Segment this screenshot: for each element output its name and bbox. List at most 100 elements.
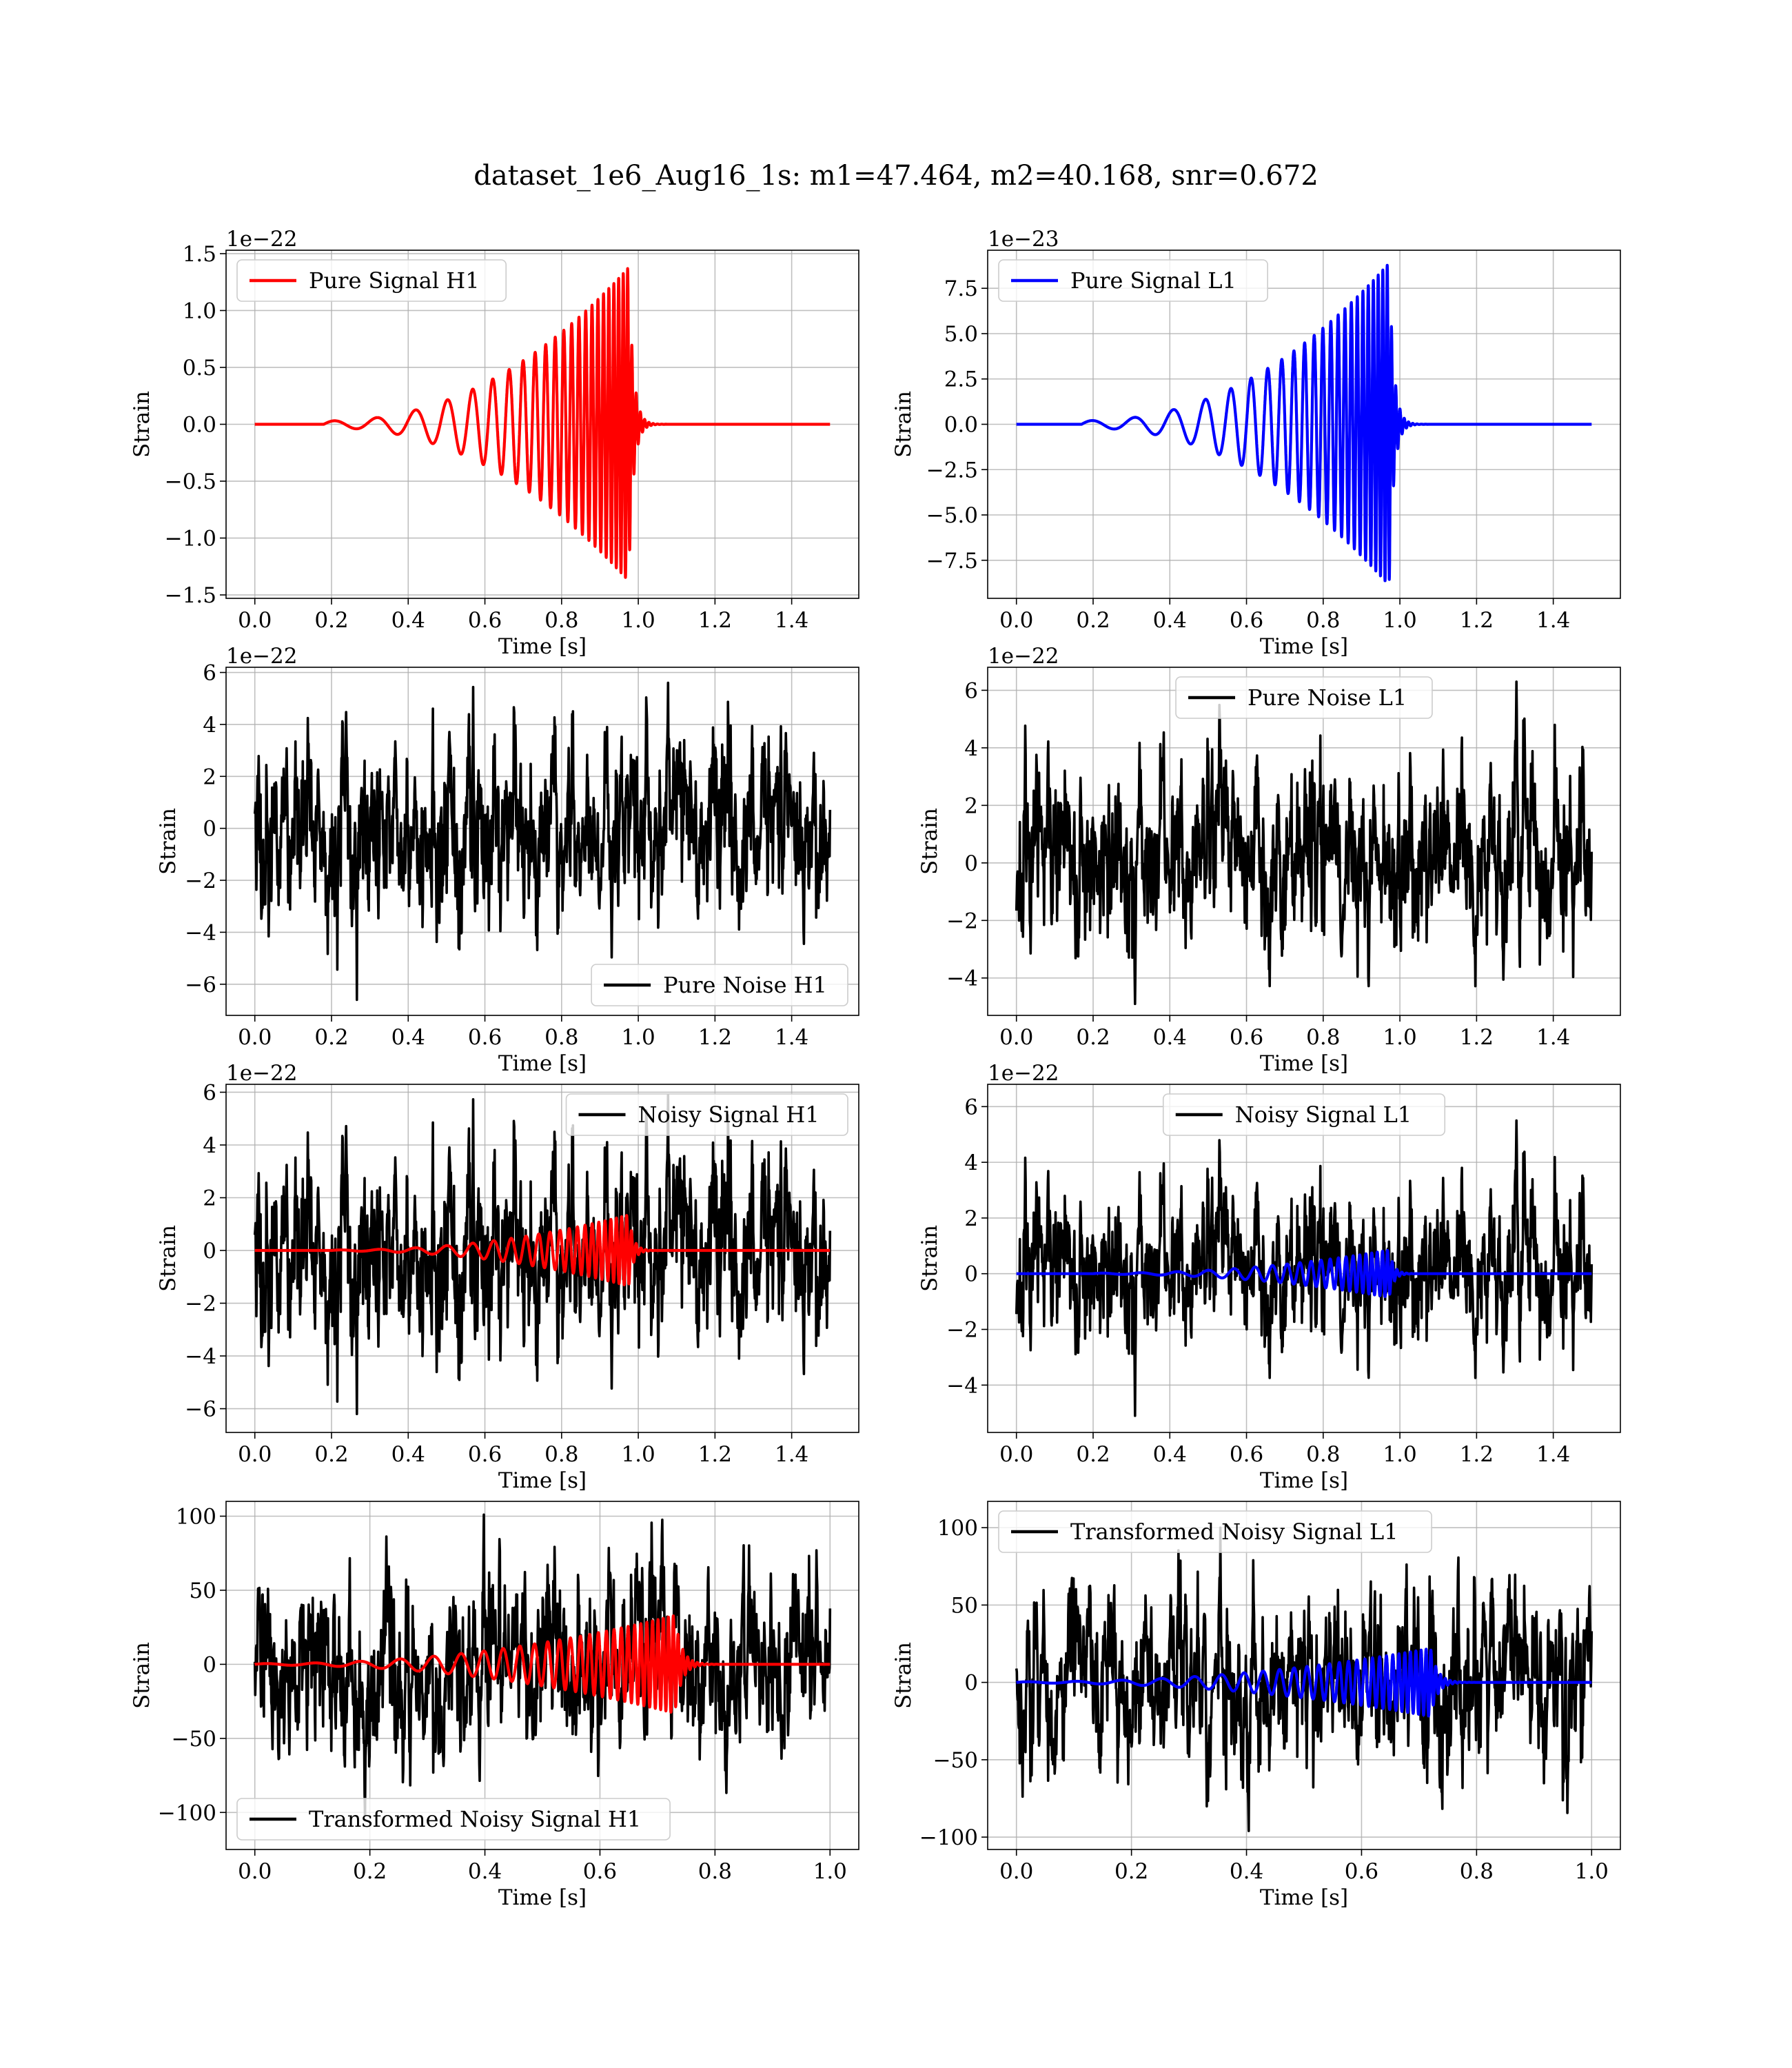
- x-tick-label: 0.8: [1306, 608, 1340, 633]
- x-tick-label: 0.4: [1153, 608, 1187, 633]
- x-tick-label: 0.0: [238, 1025, 272, 1050]
- y-tick-label: −5.0: [926, 503, 978, 528]
- series-line-chirp: [253, 1214, 832, 1287]
- x-tick-label: 1.0: [621, 1025, 655, 1050]
- y-tick-label: −100: [919, 1825, 978, 1850]
- y-axis-label: Strain: [156, 1225, 181, 1292]
- x-tick-label: 0.8: [544, 608, 578, 633]
- legend-box: [236, 1798, 671, 1841]
- y-tick-label: 0: [964, 1671, 978, 1696]
- series-line-transformed-noisy-signal-l1: [1015, 1526, 1594, 1832]
- x-tick-label: 1.2: [698, 1442, 732, 1467]
- series-line-pure-noise-l1: [1015, 680, 1594, 1006]
- x-tick-label: 1.4: [775, 608, 808, 633]
- x-tick-label: 1.0: [621, 1442, 655, 1467]
- y-tick-label: 4: [203, 713, 216, 738]
- legend-box: [1175, 676, 1433, 719]
- y-tick-label: −100: [158, 1801, 216, 1825]
- y-tick-label: −6: [185, 973, 216, 997]
- subplot-h1-noisy: 0.0 0.2 0.4 0.6 0.8 1.0 1.2 1.4 −6 −4 −2 0 2 4 6 Time […: [156, 1061, 859, 1493]
- legend-box: [591, 964, 848, 1006]
- y-tick-label: −2: [185, 869, 216, 893]
- legend-label: Pure Noise H1: [663, 972, 827, 998]
- x-tick-label: 1.2: [1460, 1442, 1494, 1467]
- y-tick-label: 4: [964, 1150, 978, 1175]
- legend-label: Noisy Signal H1: [638, 1102, 819, 1128]
- axes-frame: [987, 1501, 1621, 1850]
- y-tick-label: 0.0: [944, 413, 978, 438]
- subplot-l1-signal: 0.0 0.2 0.4 0.6 0.8 1.0 1.2 1.4 −7.5 −5.0 −2.5 0.0 2…: [891, 227, 1621, 659]
- series-line-pure-signal-l1: [1015, 263, 1594, 582]
- legend-label: Pure Signal L1: [1070, 267, 1236, 294]
- subplot-l1-transformed: 0.0 0.2 0.4 0.6 0.8 1.0 −100 −50 0 50 100 Time [s] S…: [891, 1501, 1621, 1910]
- series-line-transformed-noisy-signal-h1: [253, 1513, 832, 1817]
- axes-frame: [987, 1084, 1621, 1433]
- y-tick-label: −2: [185, 1292, 216, 1317]
- legend: Pure Noise H1: [591, 964, 848, 1006]
- y-tick-label: 50: [190, 1579, 216, 1603]
- x-tick-label: 1.4: [775, 1025, 808, 1050]
- series-line-pure-noise-h1: [253, 681, 832, 1002]
- y-tick-label: 0: [964, 1262, 978, 1287]
- x-tick-label: 0.2: [1076, 1442, 1110, 1467]
- x-tick-label: 0.8: [698, 1859, 732, 1884]
- x-tick-label: 1.0: [813, 1859, 847, 1884]
- y-tick-label: 4: [964, 736, 978, 761]
- subplot-l1-noise: 0.0 0.2 0.4 0.6 0.8 1.0 1.2 1.4 −4 −2 0 2 4 6 Time [s]…: [917, 644, 1621, 1076]
- x-tick-label: 0.2: [314, 1025, 348, 1050]
- legend: Pure Signal H1: [236, 259, 507, 302]
- y-axis-label: Strain: [130, 391, 154, 458]
- axes-frame: [987, 667, 1621, 1016]
- x-tick-label: 0.0: [999, 1442, 1033, 1467]
- offset-text: 1e−23: [988, 227, 1059, 252]
- y-tick-label: 4: [203, 1133, 216, 1158]
- series-group: [253, 1093, 832, 1415]
- x-tick-label: 0.8: [544, 1442, 578, 1467]
- x-tick-label: 0.6: [468, 608, 502, 633]
- x-tick-label: 0.0: [999, 1025, 1033, 1050]
- x-axis-label: Time [s]: [498, 1468, 587, 1493]
- y-tick-label: −7.5: [926, 549, 978, 574]
- x-tick-label: 0.4: [1153, 1442, 1187, 1467]
- y-tick-label: 2: [964, 1206, 978, 1231]
- y-axis-label: Strain: [891, 1642, 916, 1709]
- x-tick-label: 1.0: [1383, 1442, 1416, 1467]
- subplot-h1-transformed: 0.0 0.2 0.4 0.6 0.8 1.0 −100 −50 0 50 100 Time [s] S…: [130, 1501, 859, 1910]
- y-tick-label: −50: [933, 1748, 978, 1773]
- legend: Noisy Signal H1: [565, 1093, 848, 1136]
- series-group: [1015, 1119, 1594, 1417]
- x-tick-label: 0.8: [1460, 1859, 1494, 1884]
- x-tick-label: 1.4: [775, 1442, 808, 1467]
- y-tick-label: 0: [964, 851, 978, 876]
- legend-label: Pure Noise L1: [1248, 685, 1407, 711]
- subplot-h1-signal: 0.0 0.2 0.4 0.6 0.8 1.0 1.2 1.4 −1.5 −1.0 −0.5 0.0 0…: [130, 227, 859, 659]
- y-tick-label: 6: [203, 661, 216, 686]
- subplot-l1-noisy: 0.0 0.2 0.4 0.6 0.8 1.0 1.2 1.4 −4 −2 0 2 4 6 Time [s]…: [917, 1061, 1621, 1493]
- x-tick-label: 1.4: [1536, 1442, 1570, 1467]
- y-tick-label: 0.0: [183, 413, 216, 438]
- y-axis-label: Strain: [917, 808, 942, 875]
- x-tick-label: 0.4: [1153, 1025, 1187, 1050]
- y-tick-label: 100: [176, 1504, 216, 1529]
- y-tick-label: −50: [172, 1727, 216, 1752]
- x-tick-label: 0.2: [1076, 1025, 1110, 1050]
- y-tick-label: −1.5: [165, 583, 216, 608]
- y-tick-label: 5.0: [944, 322, 978, 347]
- legend: Noisy Signal L1: [1162, 1093, 1446, 1136]
- legend: Pure Signal L1: [998, 259, 1269, 302]
- offset-text: 1e−22: [988, 1061, 1059, 1086]
- series-line-chirp: [1015, 1648, 1594, 1718]
- y-tick-label: −4: [946, 966, 978, 991]
- x-tick-label: 1.0: [1383, 608, 1416, 633]
- figure-title: dataset_1e6_Aug16_1s: m1=47.464, m2=40.1…: [474, 160, 1318, 192]
- legend: Transformed Noisy Signal H1: [236, 1798, 671, 1841]
- x-tick-label: 0.6: [468, 1025, 502, 1050]
- x-tick-label: 0.6: [1230, 1442, 1263, 1467]
- y-tick-label: 100: [937, 1516, 978, 1541]
- x-tick-label: 0.6: [468, 1442, 502, 1467]
- x-axis-label: Time [s]: [1260, 634, 1348, 659]
- y-tick-label: −4: [185, 1344, 216, 1369]
- x-tick-label: 0.6: [1345, 1859, 1378, 1884]
- y-tick-label: 6: [203, 1080, 216, 1105]
- offset-text: 1e−22: [226, 644, 298, 669]
